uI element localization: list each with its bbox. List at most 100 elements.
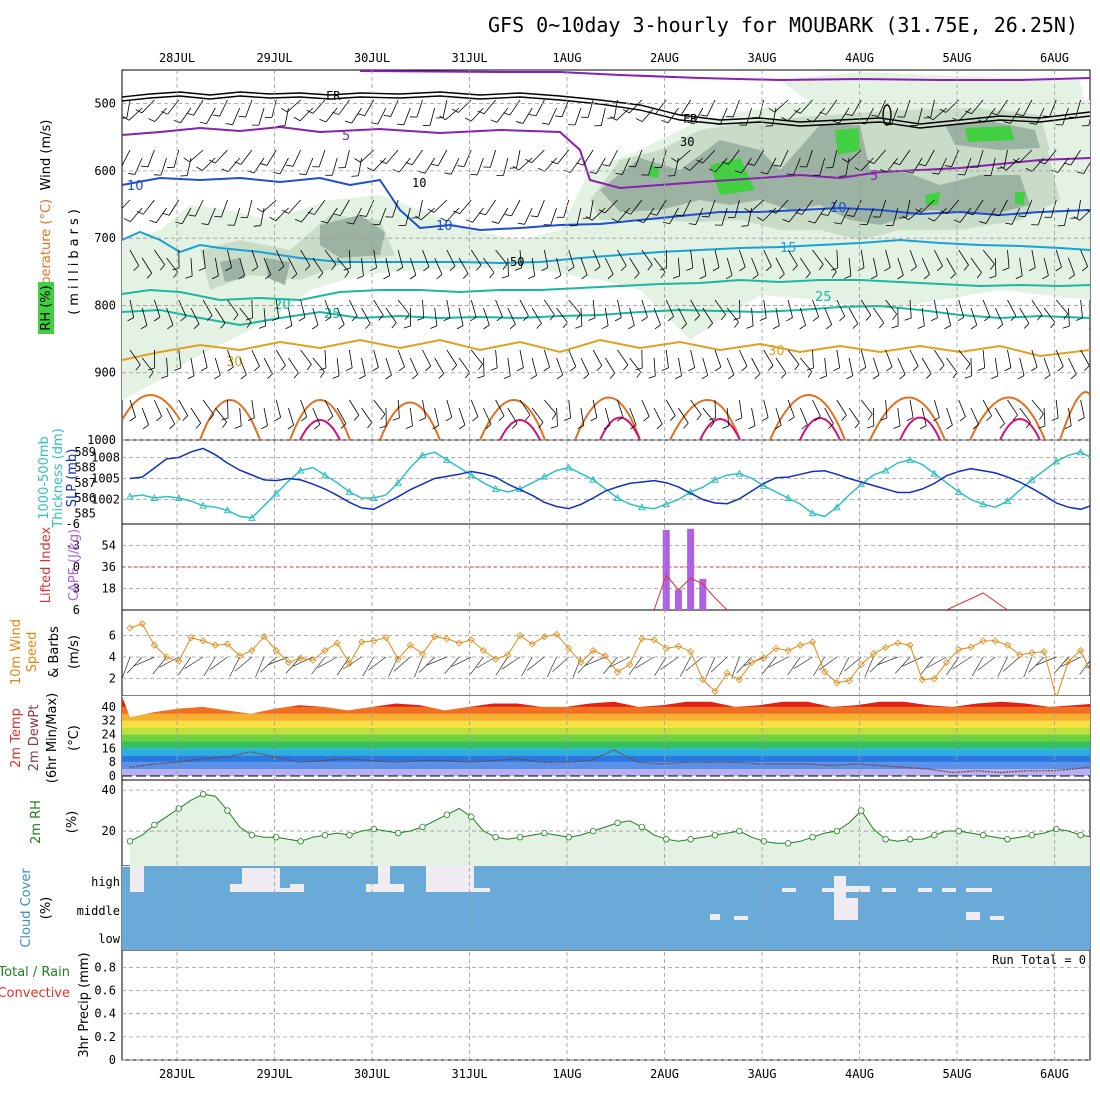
wind-barb: [799, 307, 806, 330]
slp-tick: 1008: [91, 451, 120, 465]
panel-labels: Wind (m/s) Temperature (°C) RH (%) (mill…: [0, 120, 92, 1058]
wind10-label-c: & Barbs: [47, 626, 62, 678]
slp-label-a: 1000-500mb: [37, 436, 52, 520]
wind-barb: [260, 149, 277, 166]
slp-tick: 1002: [91, 493, 120, 507]
wind-barb: [775, 407, 782, 430]
isotherm-30: [122, 338, 1090, 361]
wind10-tick: 2: [109, 672, 116, 686]
wind10-speed-marker: [1028, 649, 1036, 657]
wind-barb: [944, 149, 960, 167]
wind-barb: [940, 199, 960, 215]
wind-barb: [919, 407, 927, 430]
wind-barb: [1016, 99, 1033, 117]
bottom-date-axis: 28JUL 29JUL 30JUL 31JUL 1AUG 2AUG 3AUG 4AUG 5AUG…: [159, 1067, 1069, 1081]
wind-barb: [1055, 349, 1064, 372]
wind-barb: [833, 207, 850, 225]
upper-mb-label: (millibars): [67, 205, 82, 315]
wind-barb: [629, 257, 640, 279]
wind10-barb: [635, 656, 655, 669]
date-label-top: 6AUG: [1040, 51, 1069, 65]
temp-band: [122, 727, 1090, 735]
thickness-line-marker: [1028, 475, 1036, 483]
wind-barb: [483, 257, 495, 279]
wind-barb: [1077, 399, 1085, 422]
date-label-top: 3AUG: [748, 51, 777, 65]
cloud-gap: [918, 888, 932, 892]
wind-barb: [550, 149, 570, 165]
wind10-speed-marker: [711, 687, 719, 695]
thickness-line-marker: [394, 478, 402, 486]
wind-barb: [617, 349, 629, 371]
wind-barb: [1004, 349, 1012, 372]
wind-barb: [458, 407, 466, 430]
thickness-line-marker: [150, 493, 159, 502]
wind-barb: [654, 149, 667, 168]
wind-barb: [781, 107, 801, 122]
pressure-tick-label: 500: [94, 97, 116, 111]
wind-barb: [212, 99, 228, 117]
wind10-barb: [126, 656, 143, 674]
wind-barb: [346, 207, 362, 225]
wind-barb: [1019, 307, 1030, 329]
wind-barb: [1028, 249, 1036, 272]
wind10-speed-marker: [516, 631, 524, 640]
wind-barb: [806, 349, 814, 371]
wind-barb: [477, 357, 485, 379]
wind-barb: [1080, 349, 1090, 371]
date-label-bottom: 30JUL: [354, 1067, 390, 1081]
cloud-label-b: (%): [39, 897, 54, 920]
wind-barb: [752, 99, 765, 119]
rh2m-marker: [882, 836, 889, 843]
wind-barb: [531, 407, 544, 429]
wind-barb: [833, 349, 841, 372]
wind-barb: [939, 99, 960, 113]
wind-barb: [649, 199, 667, 216]
slp-label-c: SLP (mb): [65, 449, 80, 508]
wind-barb: [430, 307, 438, 329]
wind-barb: [383, 99, 399, 117]
thickness-line-marker: [1003, 497, 1012, 505]
wind-barb: [238, 257, 246, 280]
wind-barb: [841, 149, 862, 163]
wind-barb: [288, 357, 299, 379]
wind-barb: [893, 407, 901, 429]
rh2m-marker: [784, 840, 792, 847]
wind10-speed-marker: [808, 638, 817, 646]
wind-barb: [918, 149, 935, 167]
wind10-barb: [952, 656, 972, 670]
wind-barb: [966, 199, 984, 216]
wind-barb: [1091, 408, 1097, 429]
wind-barb: [470, 157, 484, 176]
wind-barb: [688, 207, 704, 225]
wind10-speed-marker: [162, 653, 171, 661]
wind-barb: [258, 307, 267, 329]
temp-band: [122, 720, 1090, 728]
wind-barb: [812, 299, 820, 322]
wind-barb: [568, 349, 577, 372]
cloud-cover-fill: [122, 866, 1090, 950]
wind-barb: [629, 407, 637, 430]
wind-barb: [392, 399, 400, 421]
wind-barb: [1043, 307, 1056, 329]
cape-bar: [674, 589, 682, 610]
wind-barb: [173, 107, 192, 124]
wind-barb: [397, 349, 405, 372]
wind10-barb: [526, 656, 545, 671]
wind-barb: [854, 157, 874, 172]
wind-barb: [1031, 299, 1043, 321]
temp2m-panel: [122, 696, 1090, 777]
wind-barb: [444, 157, 460, 175]
wind-barb: [530, 357, 537, 380]
wind-barb: [880, 399, 888, 421]
wind-barb: [140, 307, 148, 330]
wind10-tick: 6: [109, 629, 116, 643]
wind-barb: [909, 349, 919, 372]
wind-barb: [367, 157, 387, 172]
wind-barb: [129, 349, 141, 371]
wind10-barb: [838, 656, 850, 677]
date-label-top: 31JUL: [451, 51, 487, 65]
upper-wind-label: Wind (m/s): [39, 120, 54, 191]
wind-barb: [990, 99, 1008, 116]
wind-barb: [799, 407, 808, 430]
